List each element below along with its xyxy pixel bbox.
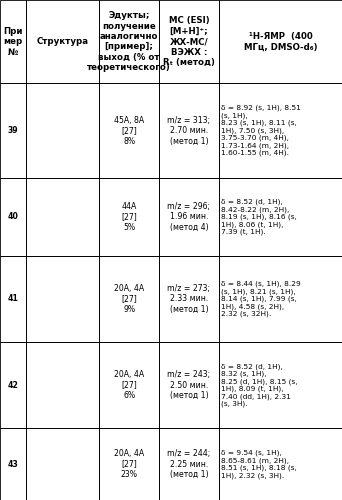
Text: m/z = 273;
2.33 мин.
(метод 1): m/z = 273; 2.33 мин. (метод 1) [168,284,210,314]
Text: МС (ESI)
[M+H]⁺;
ЖХ-МС/
ВЭЖХ :
Rₜ (метод): МС (ESI) [M+H]⁺; ЖХ-МС/ ВЭЖХ : Rₜ (метод… [163,16,215,67]
Bar [26,0,99,84]
Bar [159,428,219,500]
Text: δ = 8.44 (s, 1H), 8.29
(s, 1H), 8.21 (s, 1H),
8.14 (s, 1H), 7.99 (s,
1H), 4.58 (: δ = 8.44 (s, 1H), 8.29 (s, 1H), 8.21 (s,… [221,280,300,317]
Text: m/z = 244;
2.25 мин.
(метод 1): m/z = 244; 2.25 мин. (метод 1) [167,449,211,479]
Bar [26,178,99,256]
Bar [219,342,342,428]
Bar [26,256,99,342]
Bar [99,342,159,428]
Bar [99,178,159,256]
Bar [219,256,342,342]
Bar [0,256,26,342]
Bar [99,0,159,84]
Bar [219,0,342,84]
Text: 20А, 4А
[27]
6%: 20А, 4А [27] 6% [114,370,144,400]
Text: 41: 41 [8,294,18,304]
Text: 20А, 4А
[27]
23%: 20А, 4А [27] 23% [114,449,144,479]
Bar [159,178,219,256]
Bar [0,0,26,84]
Bar [219,84,342,178]
Text: 39: 39 [8,126,18,135]
Text: Структура: Структура [36,37,89,46]
Text: δ = 8.52 (d, 1H),
8.42-8.22 (m, 2H),
8.19 (s, 1H), 8.16 (s,
1H), 8.06 (t, 1H),
7: δ = 8.52 (d, 1H), 8.42-8.22 (m, 2H), 8.1… [221,198,296,235]
Bar [99,256,159,342]
Bar [219,178,342,256]
Bar [159,0,219,84]
Bar [0,178,26,256]
Text: 43: 43 [8,460,18,468]
Text: При
мер
№: При мер № [3,27,23,56]
Bar [0,342,26,428]
Text: ¹H-ЯМР  (400
МГц, DMSO-d₆): ¹H-ЯМР (400 МГц, DMSO-d₆) [244,32,317,52]
Bar [219,428,342,500]
Bar [99,84,159,178]
Bar [26,84,99,178]
Text: δ = 8.92 (s, 1H), 8.51
(s, 1H),
8.23 (s, 1H), 8.11 (s,
1H), 7.50 (s, 3H),
3.75-3: δ = 8.92 (s, 1H), 8.51 (s, 1H), 8.23 (s,… [221,105,301,156]
Bar [99,428,159,500]
Bar [159,342,219,428]
Bar [26,428,99,500]
Bar [159,84,219,178]
Bar [0,84,26,178]
Bar [0,428,26,500]
Text: 40: 40 [8,212,18,222]
Text: 45А, 8А
[27]
8%: 45А, 8А [27] 8% [114,116,144,146]
Text: δ = 9.54 (s, 1H),
8.65-8.61 (m, 2H),
8.51 (s, 1H), 8.18 (s,
1H), 2.32 (s, 3H).: δ = 9.54 (s, 1H), 8.65-8.61 (m, 2H), 8.5… [221,450,296,478]
Bar [26,342,99,428]
Text: m/z = 313;
2.70 мин.
(метод 1): m/z = 313; 2.70 мин. (метод 1) [167,116,211,146]
Text: m/z = 296;
1.96 мин.
(метод 4): m/z = 296; 1.96 мин. (метод 4) [168,202,210,232]
Bar [159,256,219,342]
Text: Эдукты;
получение
аналогично
[пример];
выход (% от
теоретического): Эдукты; получение аналогично [пример]; в… [87,11,171,72]
Text: 42: 42 [8,380,18,390]
Text: m/z = 243;
2.50 мин.
(метод 1): m/z = 243; 2.50 мин. (метод 1) [167,370,211,400]
Text: δ = 8.52 (d, 1H),
8.32 (s, 1H),
8.25 (d, 1H), 8.15 (s,
1H), 8.09 (t, 1H),
7.40 (: δ = 8.52 (d, 1H), 8.32 (s, 1H), 8.25 (d,… [221,363,297,407]
Text: 20А, 4А
[27]
9%: 20А, 4А [27] 9% [114,284,144,314]
Text: 44А
[27]
5%: 44А [27] 5% [121,202,137,232]
